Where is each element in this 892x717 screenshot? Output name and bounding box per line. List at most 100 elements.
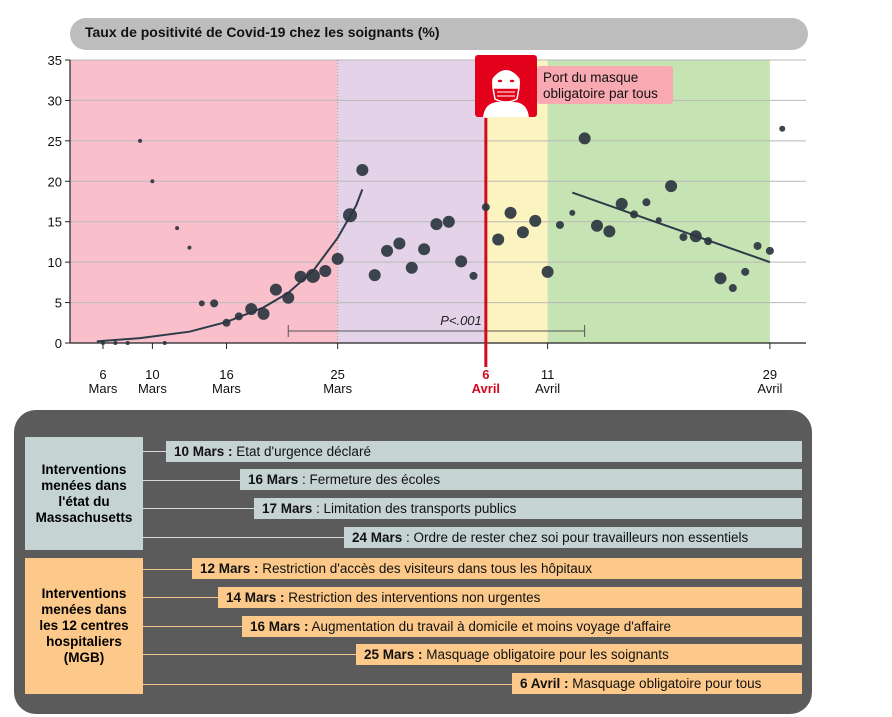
data-point — [113, 341, 118, 345]
data-point — [150, 179, 155, 184]
data-point — [294, 270, 307, 283]
x-tick-label: Mars — [323, 381, 352, 396]
connector — [143, 480, 241, 481]
phase-band — [337, 60, 486, 343]
data-point — [516, 226, 529, 239]
chart-area: 051015202530356Mars10Mars16Mars25Mars6Av… — [48, 53, 806, 396]
y-tick-label: 15 — [48, 215, 62, 230]
data-point — [430, 218, 443, 231]
annotation-box — [537, 66, 673, 104]
data-point — [125, 341, 130, 345]
data-point — [442, 215, 455, 228]
connector — [143, 654, 357, 655]
y-tick-label: 20 — [48, 174, 62, 189]
connector — [143, 451, 167, 452]
data-point — [655, 217, 662, 224]
data-point — [138, 138, 143, 143]
data-point — [257, 307, 270, 320]
data-point — [393, 237, 406, 250]
mgb-intervention-4: 25 Mars : Masquage obligatoire pour les … — [356, 644, 802, 665]
data-point — [630, 210, 639, 219]
data-point — [578, 132, 591, 145]
data-point — [343, 208, 357, 223]
x-tick-label: Mars — [138, 381, 167, 396]
data-point — [665, 180, 678, 193]
data-point — [741, 267, 750, 276]
phase-band — [547, 60, 770, 343]
x-tick-label: Avril — [757, 381, 782, 396]
data-point — [198, 300, 205, 307]
linear-fit-line — [571, 191, 771, 264]
data-point — [504, 206, 517, 219]
data-point — [728, 284, 737, 293]
y-tick-label: 30 — [48, 93, 62, 108]
x-tick-label: 29 — [763, 367, 777, 382]
data-point — [101, 341, 105, 345]
mgb-intervention-3: 16 Mars : Augmentation du travail à domi… — [242, 616, 802, 637]
mass-intervention-3: 17 Mars : Limitation des transports publ… — [254, 498, 802, 519]
phase-band — [70, 60, 338, 343]
mgb-group-label: Interventions menées dans les 12 centres… — [25, 558, 143, 694]
pvalue-label: P<.001 — [440, 313, 482, 328]
mask-icon — [475, 55, 537, 117]
data-point — [234, 312, 243, 321]
y-tick-label: 0 — [55, 336, 62, 351]
mass-intervention-1: 10 Mars : Etat d'urgence déclaré — [166, 441, 802, 462]
x-tick-label: Mars — [212, 381, 241, 396]
data-point — [319, 265, 332, 278]
data-point — [714, 272, 727, 285]
data-point — [469, 271, 478, 280]
data-point — [689, 230, 702, 243]
data-point — [615, 197, 628, 210]
data-point — [704, 237, 713, 246]
data-point — [356, 163, 369, 176]
data-point — [642, 198, 651, 207]
data-point — [779, 125, 786, 132]
data-point — [381, 244, 394, 257]
data-point — [418, 243, 431, 256]
data-point — [569, 209, 576, 216]
data-point — [269, 283, 282, 296]
x-tick-label: Mars — [89, 381, 118, 396]
chart-title-pill — [70, 18, 808, 50]
connector — [143, 597, 219, 598]
data-point — [305, 268, 320, 283]
x-tick-label: Avril — [535, 381, 560, 396]
annotation-line-1: Port du masque — [543, 70, 638, 85]
mgb-intervention-2: 14 Mars : Restriction des interventions … — [218, 587, 802, 608]
data-point — [175, 226, 180, 231]
x-tick-label: Avril — [472, 381, 500, 396]
connector — [143, 626, 243, 627]
chart-title: Taux de positivité de Covid-19 chez les … — [85, 24, 440, 40]
connector — [143, 569, 193, 570]
data-point — [603, 225, 616, 238]
data-point — [481, 203, 490, 212]
data-point — [591, 219, 603, 232]
x-tick-label: 11 — [541, 367, 555, 382]
data-point — [455, 255, 468, 268]
data-point — [529, 214, 542, 227]
x-tick-label: 6 — [99, 367, 106, 382]
mgb-intervention-1: 12 Mars : Restriction d'accès des visite… — [192, 558, 802, 579]
x-tick-label: 16 — [219, 367, 233, 382]
x-tick-label: 10 — [145, 367, 159, 382]
data-point — [679, 233, 688, 242]
mass-intervention-4: 24 Mars : Ordre de rester chez soi pour … — [344, 527, 802, 548]
data-point — [187, 245, 192, 250]
y-tick-label: 5 — [55, 296, 62, 311]
annotation-line-2: obligatoire par tous — [543, 86, 658, 101]
connector — [143, 684, 513, 685]
data-point — [405, 261, 418, 274]
data-point — [753, 241, 762, 250]
data-point — [162, 341, 167, 345]
data-point — [765, 246, 774, 255]
data-point — [282, 291, 295, 304]
data-point — [368, 269, 381, 282]
x-tick-label: 6 — [482, 367, 489, 382]
y-tick-label: 35 — [48, 53, 62, 68]
data-point — [222, 318, 231, 327]
data-point — [245, 303, 258, 316]
data-point — [210, 299, 219, 308]
data-point — [331, 252, 344, 265]
mass-group-label: Interventions menées dans l'état du Mass… — [25, 437, 143, 550]
